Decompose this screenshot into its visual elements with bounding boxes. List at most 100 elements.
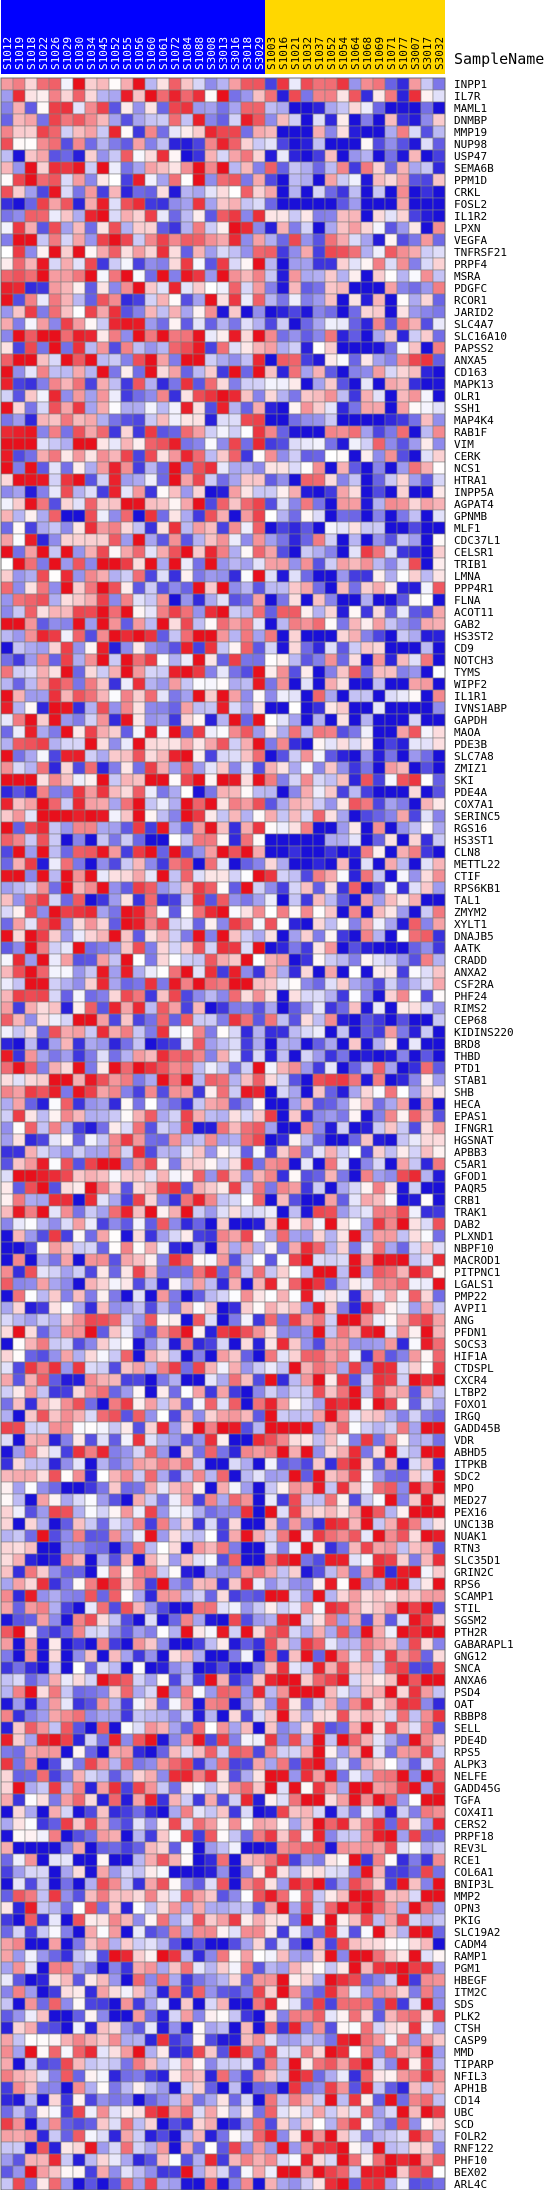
heatmap-cell bbox=[384, 125, 398, 139]
heatmap-cell bbox=[216, 1445, 230, 1459]
heatmap-cell bbox=[72, 281, 86, 295]
heatmap-cell bbox=[72, 881, 86, 895]
heatmap-cell bbox=[264, 1601, 278, 1615]
heatmap-cell bbox=[312, 629, 326, 643]
heatmap-cell bbox=[264, 137, 278, 151]
heatmap-cell bbox=[12, 1313, 26, 1327]
heatmap-cell bbox=[324, 1517, 338, 1531]
heatmap-cell bbox=[36, 965, 50, 979]
heatmap-cell bbox=[252, 1265, 266, 1279]
heatmap-cell bbox=[84, 809, 98, 823]
heatmap-cell bbox=[96, 173, 110, 187]
heatmap-cell bbox=[120, 1601, 134, 1615]
heatmap-cell bbox=[24, 1517, 38, 1531]
heatmap-cell bbox=[12, 497, 26, 511]
heatmap-cell bbox=[48, 161, 62, 175]
heatmap-cell bbox=[180, 905, 194, 919]
heatmap-cell bbox=[420, 557, 434, 571]
heatmap-cell bbox=[156, 629, 170, 643]
heatmap-cell bbox=[192, 77, 206, 91]
heatmap-cell bbox=[312, 1145, 326, 1159]
heatmap-cell bbox=[120, 449, 134, 463]
heatmap-cell bbox=[144, 1637, 158, 1651]
heatmap-cell bbox=[156, 1541, 170, 1555]
heatmap-cell bbox=[324, 1265, 338, 1279]
heatmap-cell bbox=[24, 1193, 38, 1207]
heatmap-cell bbox=[324, 437, 338, 451]
heatmap-cell bbox=[60, 1241, 74, 1255]
column-label: S1088 bbox=[193, 37, 206, 70]
heatmap-cell bbox=[192, 1109, 206, 1123]
heatmap-cell bbox=[12, 353, 26, 367]
heatmap-cell bbox=[24, 809, 38, 823]
heatmap-cell bbox=[12, 1373, 26, 1387]
heatmap-cell bbox=[372, 581, 386, 595]
heatmap-cell bbox=[372, 929, 386, 943]
heatmap-cell bbox=[192, 521, 206, 535]
heatmap-cell bbox=[348, 1373, 362, 1387]
heatmap-cell bbox=[168, 1037, 182, 1051]
heatmap-cell bbox=[372, 1457, 386, 1471]
heatmap-cell bbox=[192, 773, 206, 787]
heatmap-cell bbox=[204, 1541, 218, 1555]
heatmap-cell bbox=[156, 689, 170, 703]
heatmap-cell bbox=[252, 1061, 266, 1075]
heatmap-cell bbox=[312, 1061, 326, 1075]
heatmap-cell bbox=[240, 1397, 254, 1411]
heatmap-cell bbox=[72, 1337, 86, 1351]
heatmap-cell bbox=[0, 461, 14, 475]
heatmap-cell bbox=[180, 137, 194, 151]
heatmap-cell bbox=[216, 701, 230, 715]
heatmap-cell bbox=[120, 161, 134, 175]
heatmap-cell bbox=[420, 641, 434, 655]
heatmap-cell bbox=[204, 89, 218, 103]
heatmap-cell bbox=[384, 1445, 398, 1459]
heatmap-cell bbox=[36, 1589, 50, 1603]
heatmap-cell bbox=[228, 341, 242, 355]
heatmap-cell bbox=[168, 1169, 182, 1183]
heatmap-cell bbox=[204, 809, 218, 823]
heatmap-cell bbox=[192, 1181, 206, 1195]
heatmap-cell bbox=[96, 1193, 110, 1207]
heatmap-cell bbox=[48, 1445, 62, 1459]
heatmap-cell bbox=[276, 305, 290, 319]
heatmap-cell bbox=[204, 617, 218, 631]
heatmap-cell bbox=[324, 701, 338, 715]
heatmap-cell bbox=[216, 269, 230, 283]
heatmap-cell bbox=[144, 1469, 158, 1483]
heatmap-cell bbox=[264, 893, 278, 907]
heatmap-cell bbox=[300, 569, 314, 583]
heatmap-cell bbox=[336, 1481, 350, 1495]
heatmap-cell bbox=[24, 1385, 38, 1399]
heatmap-cell bbox=[12, 761, 26, 775]
heatmap-cell bbox=[348, 173, 362, 187]
heatmap-cell bbox=[12, 701, 26, 715]
heatmap-cell bbox=[204, 1337, 218, 1351]
heatmap-cell bbox=[144, 77, 158, 91]
heatmap-cell bbox=[144, 929, 158, 943]
heatmap-cell bbox=[12, 485, 26, 499]
heatmap-cell bbox=[360, 809, 374, 823]
heatmap-cell bbox=[432, 905, 446, 919]
heatmap-cell bbox=[264, 1097, 278, 1111]
heatmap-cell bbox=[312, 1457, 326, 1471]
heatmap-cell bbox=[216, 845, 230, 859]
heatmap-cell bbox=[72, 1433, 86, 1447]
heatmap-cell bbox=[24, 1373, 38, 1387]
heatmap-cell bbox=[300, 77, 314, 91]
heatmap-cell bbox=[420, 137, 434, 151]
heatmap-cell bbox=[420, 773, 434, 787]
heatmap-cell bbox=[96, 1073, 110, 1087]
heatmap-cell bbox=[300, 665, 314, 679]
heatmap-cell bbox=[84, 1109, 98, 1123]
heatmap-cell bbox=[36, 269, 50, 283]
heatmap-cell bbox=[180, 1493, 194, 1507]
heatmap-cell bbox=[348, 605, 362, 619]
heatmap-cell bbox=[180, 1589, 194, 1603]
heatmap-cell bbox=[264, 1553, 278, 1567]
heatmap-cell bbox=[372, 1229, 386, 1243]
heatmap-cell bbox=[384, 1637, 398, 1651]
heatmap-cell bbox=[12, 1049, 26, 1063]
heatmap-cell bbox=[396, 1025, 410, 1039]
heatmap-cell bbox=[132, 173, 146, 187]
